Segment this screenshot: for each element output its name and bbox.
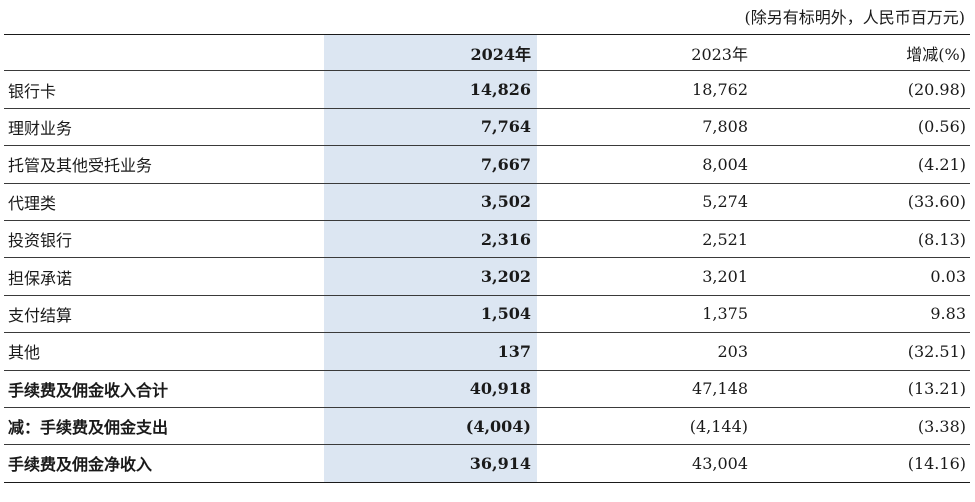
row-change: (0.56) xyxy=(917,117,966,137)
row-label: 支付结算 xyxy=(8,305,73,325)
row-change: (14.16) xyxy=(907,453,966,473)
table-row: 代理类 3,502 5,274 (33.60) xyxy=(4,183,970,221)
row-value-2024: 7,667 xyxy=(324,146,537,183)
row-value-2024: 137 xyxy=(324,333,537,370)
table-row-net-income: 手续费及佣金净收入 36,914 43,004 (14.16) xyxy=(4,445,970,483)
row-change: 0.03 xyxy=(930,267,966,287)
table-row: 投资银行 2,316 2,521 (8.13) xyxy=(4,220,970,259)
row-value-2023: 7,808 xyxy=(702,117,748,137)
row-value-2023: (4,144) xyxy=(689,416,748,436)
row-label: 银行卡 xyxy=(8,81,57,101)
header-change: 增减(%) xyxy=(906,44,966,64)
row-value-2024: (4,004) xyxy=(324,407,537,445)
row-change: (3.38) xyxy=(917,416,966,436)
row-value-2024: 1,504 xyxy=(324,295,537,333)
row-value-2024: 2,316 xyxy=(324,220,537,258)
row-label: 其他 xyxy=(8,343,41,363)
table-row: 担保承诺 3,202 3,201 0.03 xyxy=(4,258,970,296)
row-label: 代理类 xyxy=(8,193,57,213)
row-change: (32.51) xyxy=(907,341,966,361)
table-row-total-income: 手续费及佣金收入合计 40,918 47,148 (13.21) xyxy=(4,370,970,408)
row-value-2023: 2,521 xyxy=(702,229,748,249)
table-row: 支付结算 1,504 1,375 9.83 xyxy=(4,295,970,334)
row-value-2023: 3,201 xyxy=(702,267,748,287)
fee-income-table: 2024年 2023年 增减(%) 银行卡 14,826 18,762 (20.… xyxy=(4,34,970,483)
table-row: 其他 137 203 (32.51) xyxy=(4,333,970,371)
row-label: 手续费及佣金净收入 xyxy=(8,455,153,475)
table-row: 托管及其他受托业务 7,667 8,004 (4.21) xyxy=(4,146,970,184)
row-value-2023: 8,004 xyxy=(702,154,748,174)
row-value-2023: 203 xyxy=(717,341,748,361)
row-label: 托管及其他受托业务 xyxy=(8,156,153,176)
row-value-2024: 3,202 xyxy=(324,258,537,295)
row-value-2023: 5,274 xyxy=(702,192,748,212)
header-2024: 2024年 xyxy=(324,35,537,71)
row-value-2023: 43,004 xyxy=(692,453,748,473)
table-header-row: 2024年 2023年 增减(%) xyxy=(4,34,970,72)
header-2023: 2023年 xyxy=(691,44,748,64)
row-value-2023: 47,148 xyxy=(692,379,748,399)
row-change: (20.98) xyxy=(907,80,966,100)
row-change: 9.83 xyxy=(930,304,966,324)
unit-note: (除另有标明外，人民币百万元) xyxy=(744,8,966,27)
row-value-2023: 18,762 xyxy=(692,80,748,100)
row-change: (33.60) xyxy=(907,192,966,212)
row-value-2024: 14,826 xyxy=(324,71,537,108)
table-row: 理财业务 7,764 7,808 (0.56) xyxy=(4,108,970,147)
row-value-2024: 36,914 xyxy=(324,445,537,482)
row-change: (4.21) xyxy=(917,154,966,174)
row-label: 减：手续费及佣金支出 xyxy=(8,418,169,438)
table-row: 银行卡 14,826 18,762 (20.98) xyxy=(4,71,970,109)
row-change: (13.21) xyxy=(907,379,966,399)
row-value-2024: 3,502 xyxy=(324,183,537,220)
row-label: 手续费及佣金收入合计 xyxy=(8,380,169,400)
row-value-2023: 1,375 xyxy=(702,304,748,324)
header-label-cell xyxy=(4,35,324,70)
table-row-expense: 减：手续费及佣金支出 (4,004) (4,144) (3.38) xyxy=(4,407,970,446)
row-value-2024: 7,764 xyxy=(324,108,537,146)
row-label: 投资银行 xyxy=(8,231,73,251)
row-label: 理财业务 xyxy=(8,118,73,138)
row-label: 担保承诺 xyxy=(8,268,73,288)
row-value-2024: 40,918 xyxy=(324,370,537,407)
row-change: (8.13) xyxy=(917,229,966,249)
